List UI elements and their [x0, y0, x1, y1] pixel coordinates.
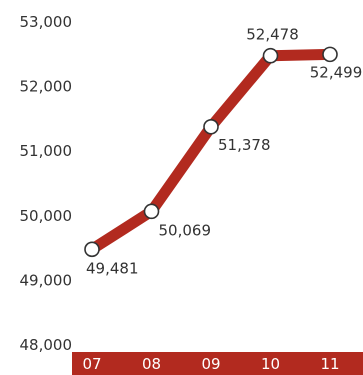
series-line	[86, 48, 336, 255]
data-labels: 49,481 50,069 51,378 52,478 52,499	[86, 26, 362, 278]
data-label: 52,499	[310, 63, 363, 81]
y-tick-label: 50,000	[20, 207, 73, 225]
data-point	[84, 241, 100, 258]
data-label: 51,378	[218, 136, 271, 154]
y-tick-label: 51,000	[20, 142, 73, 160]
y-tick-label: 53,000	[20, 13, 73, 31]
x-tick-label: 10	[261, 355, 280, 373]
x-tick-label: 07	[82, 355, 101, 373]
y-tick-label: 52,000	[20, 78, 73, 96]
data-label: 49,481	[86, 259, 139, 277]
data-label: 52,478	[246, 26, 299, 44]
data-markers	[84, 46, 338, 258]
x-axis-ticks: 07 08 09 10 11	[82, 355, 339, 373]
x-tick-label: 08	[142, 355, 161, 373]
y-axis-ticks: 48,000 49,000 50,000 51,000 52,000 53,000	[20, 13, 73, 354]
x-axis-band	[72, 352, 363, 375]
x-tick-label: 11	[320, 355, 339, 373]
data-point	[322, 46, 338, 63]
y-tick-label: 48,000	[20, 336, 73, 354]
y-tick-label: 49,000	[20, 271, 73, 289]
data-point	[203, 118, 219, 135]
data-label: 50,069	[159, 221, 212, 239]
data-point	[143, 203, 160, 220]
x-tick-label: 09	[201, 355, 220, 373]
data-point	[262, 47, 279, 64]
